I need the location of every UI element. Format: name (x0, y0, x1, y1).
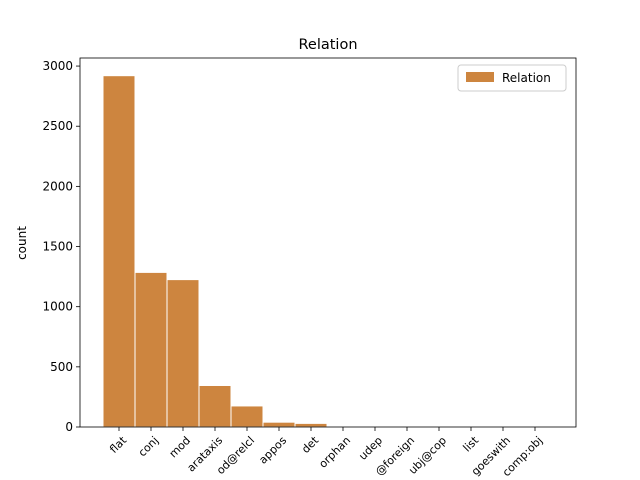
x-tick-label: appos (256, 434, 289, 467)
bar (230, 405, 264, 428)
x-tick-label: det (299, 433, 321, 455)
x-tick-label: list (461, 433, 482, 454)
x-tick-label: flat (107, 433, 129, 455)
legend-swatch (466, 72, 494, 82)
bar (294, 422, 328, 428)
y-tick-label: 2500 (42, 119, 73, 133)
bar (198, 384, 232, 428)
x-tick-label: udep (356, 434, 385, 463)
y-tick-label: 1000 (42, 300, 73, 314)
chart-title: Relation (298, 37, 357, 53)
bar (102, 75, 136, 428)
plot-frame (79, 57, 577, 428)
x-tick-label: orphan (316, 434, 353, 471)
bar (262, 421, 296, 428)
bar (134, 271, 168, 428)
y-tick-label: 1500 (42, 240, 73, 254)
y-tick-label: 3000 (42, 59, 73, 73)
y-tick-label: 500 (50, 360, 73, 374)
legend-box (457, 64, 567, 92)
legend-label: Relation (502, 71, 551, 85)
y-tick-label: 2000 (42, 179, 73, 193)
x-tick-label: mod (167, 434, 193, 460)
bar (166, 279, 200, 428)
y-axis-label: count (15, 226, 29, 260)
y-tick-label: 0 (65, 420, 73, 434)
x-tick-label: conj (136, 434, 161, 459)
